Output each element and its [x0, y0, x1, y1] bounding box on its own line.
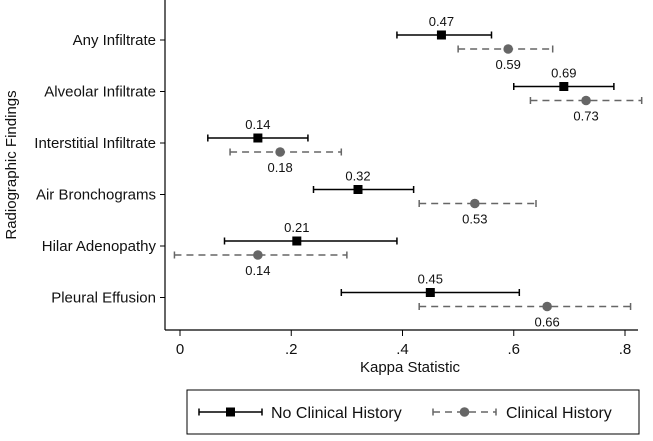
- series-no-clinical-history: 0.47 0.69 0.14 0.32 0.21 0.45: [207, 14, 615, 297]
- x-axis-ticks: 0 .2 .4 .6 .8: [176, 330, 631, 358]
- estimate-marker: [425, 288, 435, 297]
- legend-marker: [226, 407, 235, 417]
- estimate-marker: [559, 82, 569, 91]
- category-label: Hilar Adenopathy: [42, 238, 157, 255]
- legend-item: No Clinical History: [198, 405, 402, 422]
- x-tick-label: .6: [507, 341, 520, 358]
- category-label: Alveolar Infiltrate: [44, 84, 156, 101]
- x-tick-label: 0: [176, 341, 184, 358]
- category-label: Pleural Effusion: [51, 290, 156, 307]
- estimate-marker: [542, 301, 552, 312]
- legend-item: Clinical History: [432, 405, 612, 422]
- estimate-label: 0.69: [551, 66, 576, 81]
- estimate-label: 0.66: [534, 315, 559, 330]
- estimate-label: 0.14: [245, 263, 270, 278]
- estimate-marker: [275, 147, 285, 157]
- estimate-label: 0.45: [418, 272, 443, 287]
- estimate-marker: [470, 198, 480, 209]
- category-label: Air Bronchograms: [36, 187, 156, 204]
- legend-label: Clinical History: [506, 405, 612, 422]
- x-axis-title: Kappa Statistic: [360, 359, 461, 376]
- category-label: Interstitial Infiltrate: [34, 135, 156, 152]
- estimate-marker: [581, 95, 591, 106]
- legend-label: No Clinical History: [271, 405, 402, 422]
- estimate-marker: [292, 236, 302, 246]
- estimate-marker: [503, 44, 513, 54]
- series-layer: 0.47 0.69 0.14 0.32 0.21 0.45 0.59 0.73 0.18 0.53…: [173, 14, 643, 330]
- legend: No Clinical History Clinical History: [186, 389, 640, 435]
- estimate-label: 0.73: [573, 109, 598, 124]
- category-label: Any Infiltrate: [73, 32, 156, 49]
- x-tick-label: .2: [285, 341, 298, 358]
- plot-frame: [164, 0, 638, 331]
- estimate-label: 0.21: [284, 220, 309, 235]
- estimate-marker: [353, 185, 363, 194]
- estimate-label: 0.47: [429, 14, 454, 29]
- y-axis-title: Radiographic Findings: [3, 90, 20, 239]
- estimate-label: 0.53: [462, 212, 487, 227]
- estimate-label: 0.14: [245, 117, 270, 132]
- estimate-marker: [253, 133, 263, 143]
- series-clinical-history: 0.59 0.73 0.18 0.53 0.14 0.66: [173, 44, 643, 330]
- x-tick-label: .8: [619, 341, 632, 358]
- legend-marker: [459, 407, 470, 417]
- estimate-label: 0.59: [496, 57, 521, 72]
- estimate-label: 0.32: [345, 169, 370, 184]
- y-axis-ticks: Any Infiltrate Alveolar Infiltrate Interst…: [34, 32, 165, 307]
- estimate-label: 0.18: [267, 160, 292, 175]
- estimate-marker: [436, 30, 446, 40]
- estimate-marker: [253, 250, 263, 260]
- legend-items: No Clinical History Clinical History: [198, 405, 612, 422]
- x-tick-label: .4: [396, 341, 409, 358]
